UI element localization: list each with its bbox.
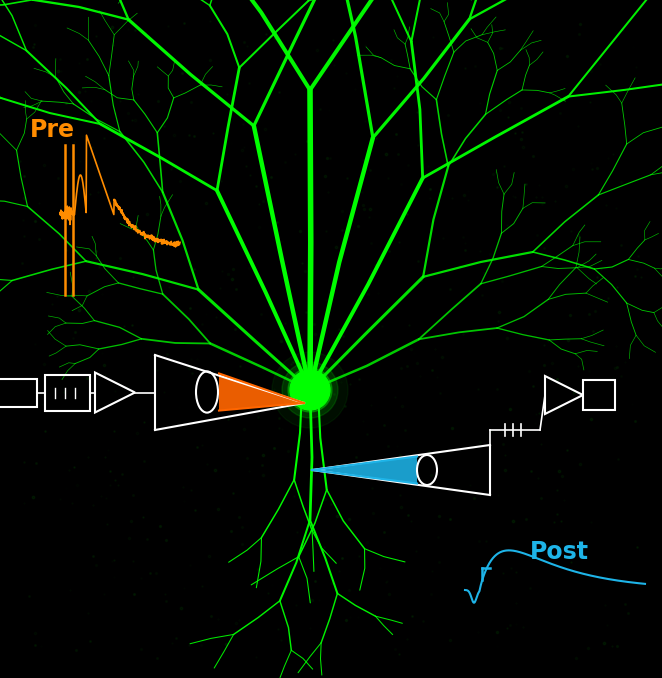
Circle shape (288, 368, 332, 412)
Circle shape (282, 362, 338, 418)
Polygon shape (312, 456, 417, 483)
Circle shape (272, 352, 348, 428)
Circle shape (290, 370, 330, 410)
Text: Post: Post (530, 540, 589, 564)
Polygon shape (219, 374, 304, 411)
Text: Pre: Pre (30, 118, 75, 142)
